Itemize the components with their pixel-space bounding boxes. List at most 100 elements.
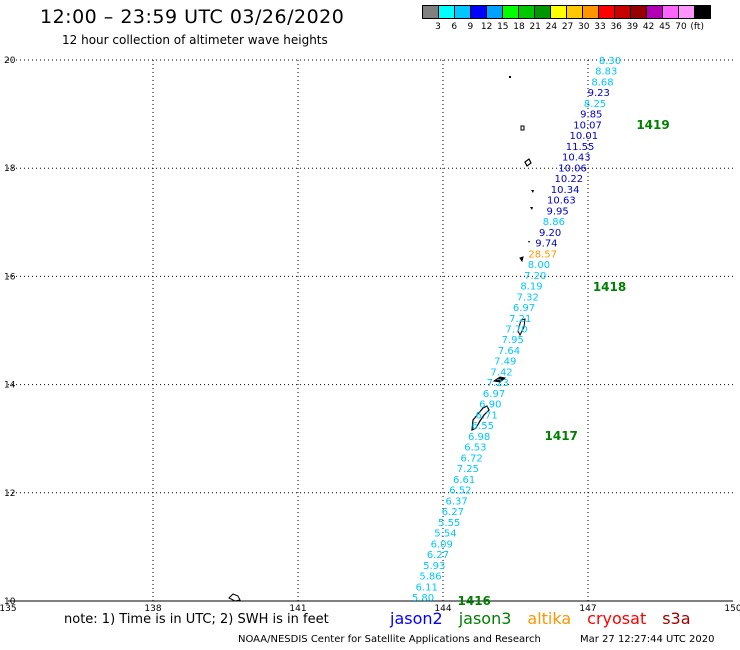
guam-island xyxy=(471,405,490,432)
wave-height-label: 5.93 xyxy=(423,561,445,572)
wave-height-label: 9.23 xyxy=(588,88,610,99)
wave-height-label: 9.85 xyxy=(580,110,602,121)
satellite-label: s3a xyxy=(662,609,691,628)
wave-height-label: 6.61 xyxy=(453,475,475,486)
wave-height-label: 6.09 xyxy=(431,539,453,550)
wave-height-label: 7.25 xyxy=(457,464,479,475)
y-tick-label: 16 xyxy=(4,272,16,282)
wave-height-label: 10.01 xyxy=(569,131,598,142)
sarigan-island xyxy=(528,241,530,243)
wave-height-label: 6.27 xyxy=(427,550,449,561)
x-tick-label: 138 xyxy=(144,604,161,614)
wave-height-label: 7.95 xyxy=(502,335,524,346)
anatahan-island xyxy=(519,256,524,263)
x-tick-label: 150 xyxy=(724,604,740,614)
satellite-label: altika xyxy=(527,609,572,628)
map-axis-labels: 135 138 141 144 147 150 20 18 16 14 12 10 xyxy=(0,56,740,614)
wave-height-label: 8.30 xyxy=(599,56,621,67)
y-tick-label: 20 xyxy=(4,56,16,66)
wave-height-label: 8.86 xyxy=(543,217,565,228)
wave-height-label: 7.23 xyxy=(487,378,509,389)
wave-height-label: 10.22 xyxy=(555,174,584,185)
x-tick-label: 141 xyxy=(289,604,306,614)
legend-tick-label: 45 xyxy=(659,22,671,32)
satellite-label: jason2 xyxy=(390,609,443,628)
page-title: 12:00 – 23:59 UTC 03/26/2020 xyxy=(40,6,345,28)
wave-height-label: 5.80 xyxy=(412,593,434,604)
pagan-island xyxy=(524,158,532,167)
pass-number-label: 1418 xyxy=(593,280,626,294)
legend-tick-label: 3 xyxy=(435,22,441,32)
legend-tick-label: 18 xyxy=(513,22,525,32)
legend-tick-label: 33 xyxy=(594,22,606,32)
wave-height-label: 10.06 xyxy=(558,163,587,174)
agrihan-island xyxy=(520,125,525,131)
wave-height-label: 6.52 xyxy=(449,486,471,497)
color-scale-legend xyxy=(422,5,711,19)
wave-height-label: 7.42 xyxy=(490,367,512,378)
legend-tick-label: 9 xyxy=(467,22,474,32)
color-scale-labels: 3 6 9 12 15 18 21 24 27 30 33 36 39 42 45 70 (ft) xyxy=(422,22,740,34)
footer-credit: NOAA/NESDIS Center for Satellite Applica… xyxy=(238,634,541,645)
saipan-island xyxy=(517,318,526,337)
legend-tick-label: 15 xyxy=(497,22,509,32)
wave-height-label: 7.20 xyxy=(524,271,546,282)
wave-height-label: 7.70 xyxy=(505,325,527,336)
wave-height-label: 7.32 xyxy=(517,292,539,303)
wave-height-label: 10.07 xyxy=(573,120,602,131)
wave-height-label: 6.37 xyxy=(446,496,468,507)
satellite-label: jason3 xyxy=(458,609,512,628)
footer-timestamp: Mar 27 12:27:44 UTC 2020 xyxy=(580,634,715,645)
legend-swatch xyxy=(694,5,711,19)
legend-tick-label: 39 xyxy=(626,22,639,32)
wave-height-label: 6.90 xyxy=(479,400,501,411)
legend-tick-label: 6 xyxy=(451,22,458,32)
legend-tick-label: 42 xyxy=(642,22,655,32)
wave-height-track: 8.308.838.689.238.259.8510.0710.0111.551… xyxy=(412,56,621,604)
pass-number-label: 1416 xyxy=(458,594,491,608)
x-tick-label: 144 xyxy=(434,604,451,614)
footer-note: note: 1) Time is in UTC; 2) SWH is in fe… xyxy=(64,612,329,627)
wave-height-label: 6.97 xyxy=(483,389,505,400)
rota-island xyxy=(492,376,507,383)
farallon-island xyxy=(509,76,511,78)
y-tick-label: 18 xyxy=(4,164,16,174)
satellite-label: cryosat xyxy=(587,609,647,628)
wave-height-label: 10.43 xyxy=(562,153,591,164)
legend-tick-label: 27 xyxy=(561,22,574,32)
y-tick-label: 14 xyxy=(4,381,16,391)
legend-tick-label: (ft) xyxy=(690,22,704,32)
wave-height-label: 8.00 xyxy=(528,260,550,271)
wave-height-label: 5.86 xyxy=(419,572,441,583)
wave-height-label: 5.54 xyxy=(434,529,456,540)
wave-height-label: 6.71 xyxy=(475,410,497,421)
wave-height-label: 6.11 xyxy=(416,582,438,593)
wave-height-label: 8.25 xyxy=(584,99,606,110)
pass-number-label: 1419 xyxy=(636,118,669,132)
wave-height-label: 9.95 xyxy=(547,206,569,217)
wave-height-label: 10.34 xyxy=(551,185,580,196)
island-outlines xyxy=(228,76,534,602)
guguan-island xyxy=(530,207,533,210)
legend-tick-label: 70 xyxy=(675,22,687,32)
legend-tick-label: 36 xyxy=(610,22,622,32)
y-tick-label: 10 xyxy=(4,597,16,607)
wave-height-label: 5.55 xyxy=(438,518,460,529)
legend-tick-label: 21 xyxy=(529,22,541,32)
wave-height-label: 7.64 xyxy=(498,346,520,357)
wave-height-label: 28.57 xyxy=(528,249,557,260)
wave-height-label: 6.55 xyxy=(472,421,494,432)
wave-height-label: 6.97 xyxy=(513,303,535,314)
x-tick-label: 135 xyxy=(0,604,17,614)
wave-height-label: 9.74 xyxy=(535,239,557,250)
wave-height-label: 7.49 xyxy=(494,357,516,368)
page-subtitle: 12 hour collection of altimeter wave hei… xyxy=(62,33,328,47)
x-tick-label: 147 xyxy=(579,604,596,614)
alamagan-island xyxy=(531,190,534,193)
legend-tick-label: 24 xyxy=(545,22,558,32)
wave-height-label: 6.27 xyxy=(442,507,464,518)
wave-height-label: 8.68 xyxy=(591,77,613,88)
small-island-sw xyxy=(228,593,241,602)
satellite-legend: jason2 jason3 altika cryosat s3a xyxy=(390,609,707,628)
